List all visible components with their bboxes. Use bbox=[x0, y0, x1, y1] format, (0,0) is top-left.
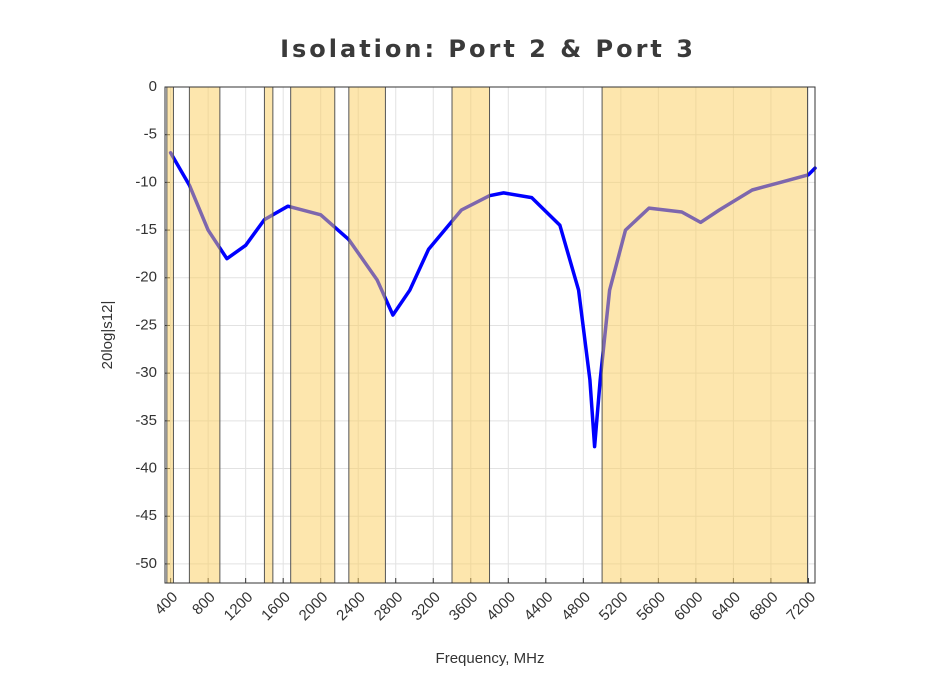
y-tick-label: -50 bbox=[135, 555, 157, 572]
x-tick-label: 3200 bbox=[408, 589, 444, 625]
plot-frame bbox=[164, 86, 816, 584]
frequency-band bbox=[166, 86, 174, 584]
frequency-band bbox=[348, 86, 386, 584]
frequency-band bbox=[263, 86, 274, 584]
y-tick-label: -30 bbox=[135, 364, 157, 381]
y-tick-label: -20 bbox=[135, 269, 157, 286]
x-tick-label: 4800 bbox=[558, 589, 594, 625]
x-tick-label: 6000 bbox=[671, 589, 707, 625]
y-axis-label: 20log|s12| bbox=[99, 301, 116, 370]
x-tick-label: 5600 bbox=[633, 589, 669, 625]
chart-title: Isolation: Port 2 & Port 3 bbox=[280, 35, 696, 63]
frequency-band bbox=[451, 86, 491, 584]
x-tick-label: 800 bbox=[189, 589, 219, 619]
y-tick-label: -35 bbox=[135, 412, 157, 429]
x-tick-label: 5200 bbox=[596, 589, 632, 625]
y-tick-label: 0 bbox=[149, 78, 157, 95]
x-tick-label: 4000 bbox=[483, 589, 519, 625]
x-axis-label: Frequency, MHz bbox=[436, 650, 545, 667]
y-tick-label: -40 bbox=[135, 460, 157, 477]
x-tick-label: 2800 bbox=[371, 589, 407, 625]
y-tick-label: -10 bbox=[135, 173, 157, 190]
x-tick-label: 4400 bbox=[521, 589, 557, 625]
x-tick-label: 6400 bbox=[708, 589, 744, 625]
y-tick-label: -25 bbox=[135, 316, 157, 333]
x-tick-label: 2000 bbox=[296, 589, 332, 625]
y-tick-label: -45 bbox=[135, 507, 157, 524]
frequency-band bbox=[601, 86, 808, 584]
x-tick-label: 2400 bbox=[333, 589, 369, 625]
x-tick-label: 3600 bbox=[446, 589, 482, 625]
frequency-band bbox=[290, 86, 336, 584]
y-tick-label: -5 bbox=[144, 126, 157, 143]
x-tick-label: 400 bbox=[152, 589, 182, 619]
x-tick-label: 7200 bbox=[783, 589, 819, 625]
x-tick-label: 6800 bbox=[746, 589, 782, 625]
x-tick-label: 1200 bbox=[221, 589, 257, 625]
frequency-band bbox=[188, 86, 221, 584]
x-tick-label: 1600 bbox=[258, 589, 294, 625]
y-tick-label: -15 bbox=[135, 221, 157, 238]
